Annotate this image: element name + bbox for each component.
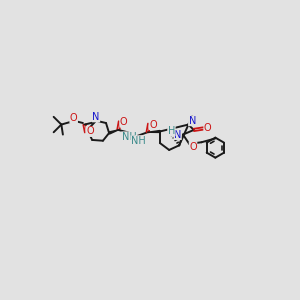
Text: NH: NH [122, 132, 136, 142]
Polygon shape [109, 130, 118, 134]
Text: N: N [174, 130, 181, 140]
Text: O: O [189, 142, 197, 152]
Polygon shape [148, 130, 160, 132]
Text: O: O [204, 123, 212, 134]
Text: O: O [70, 112, 77, 123]
Text: H: H [168, 126, 175, 136]
Text: O: O [120, 117, 127, 127]
Text: N: N [92, 112, 100, 122]
Text: O: O [86, 127, 94, 136]
Text: N: N [189, 116, 196, 126]
Text: O: O [149, 119, 157, 130]
Text: NH: NH [131, 136, 146, 146]
